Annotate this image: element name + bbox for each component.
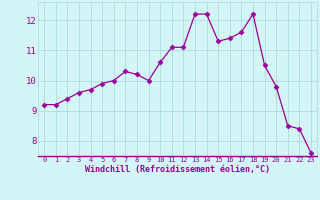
X-axis label: Windchill (Refroidissement éolien,°C): Windchill (Refroidissement éolien,°C) xyxy=(85,165,270,174)
